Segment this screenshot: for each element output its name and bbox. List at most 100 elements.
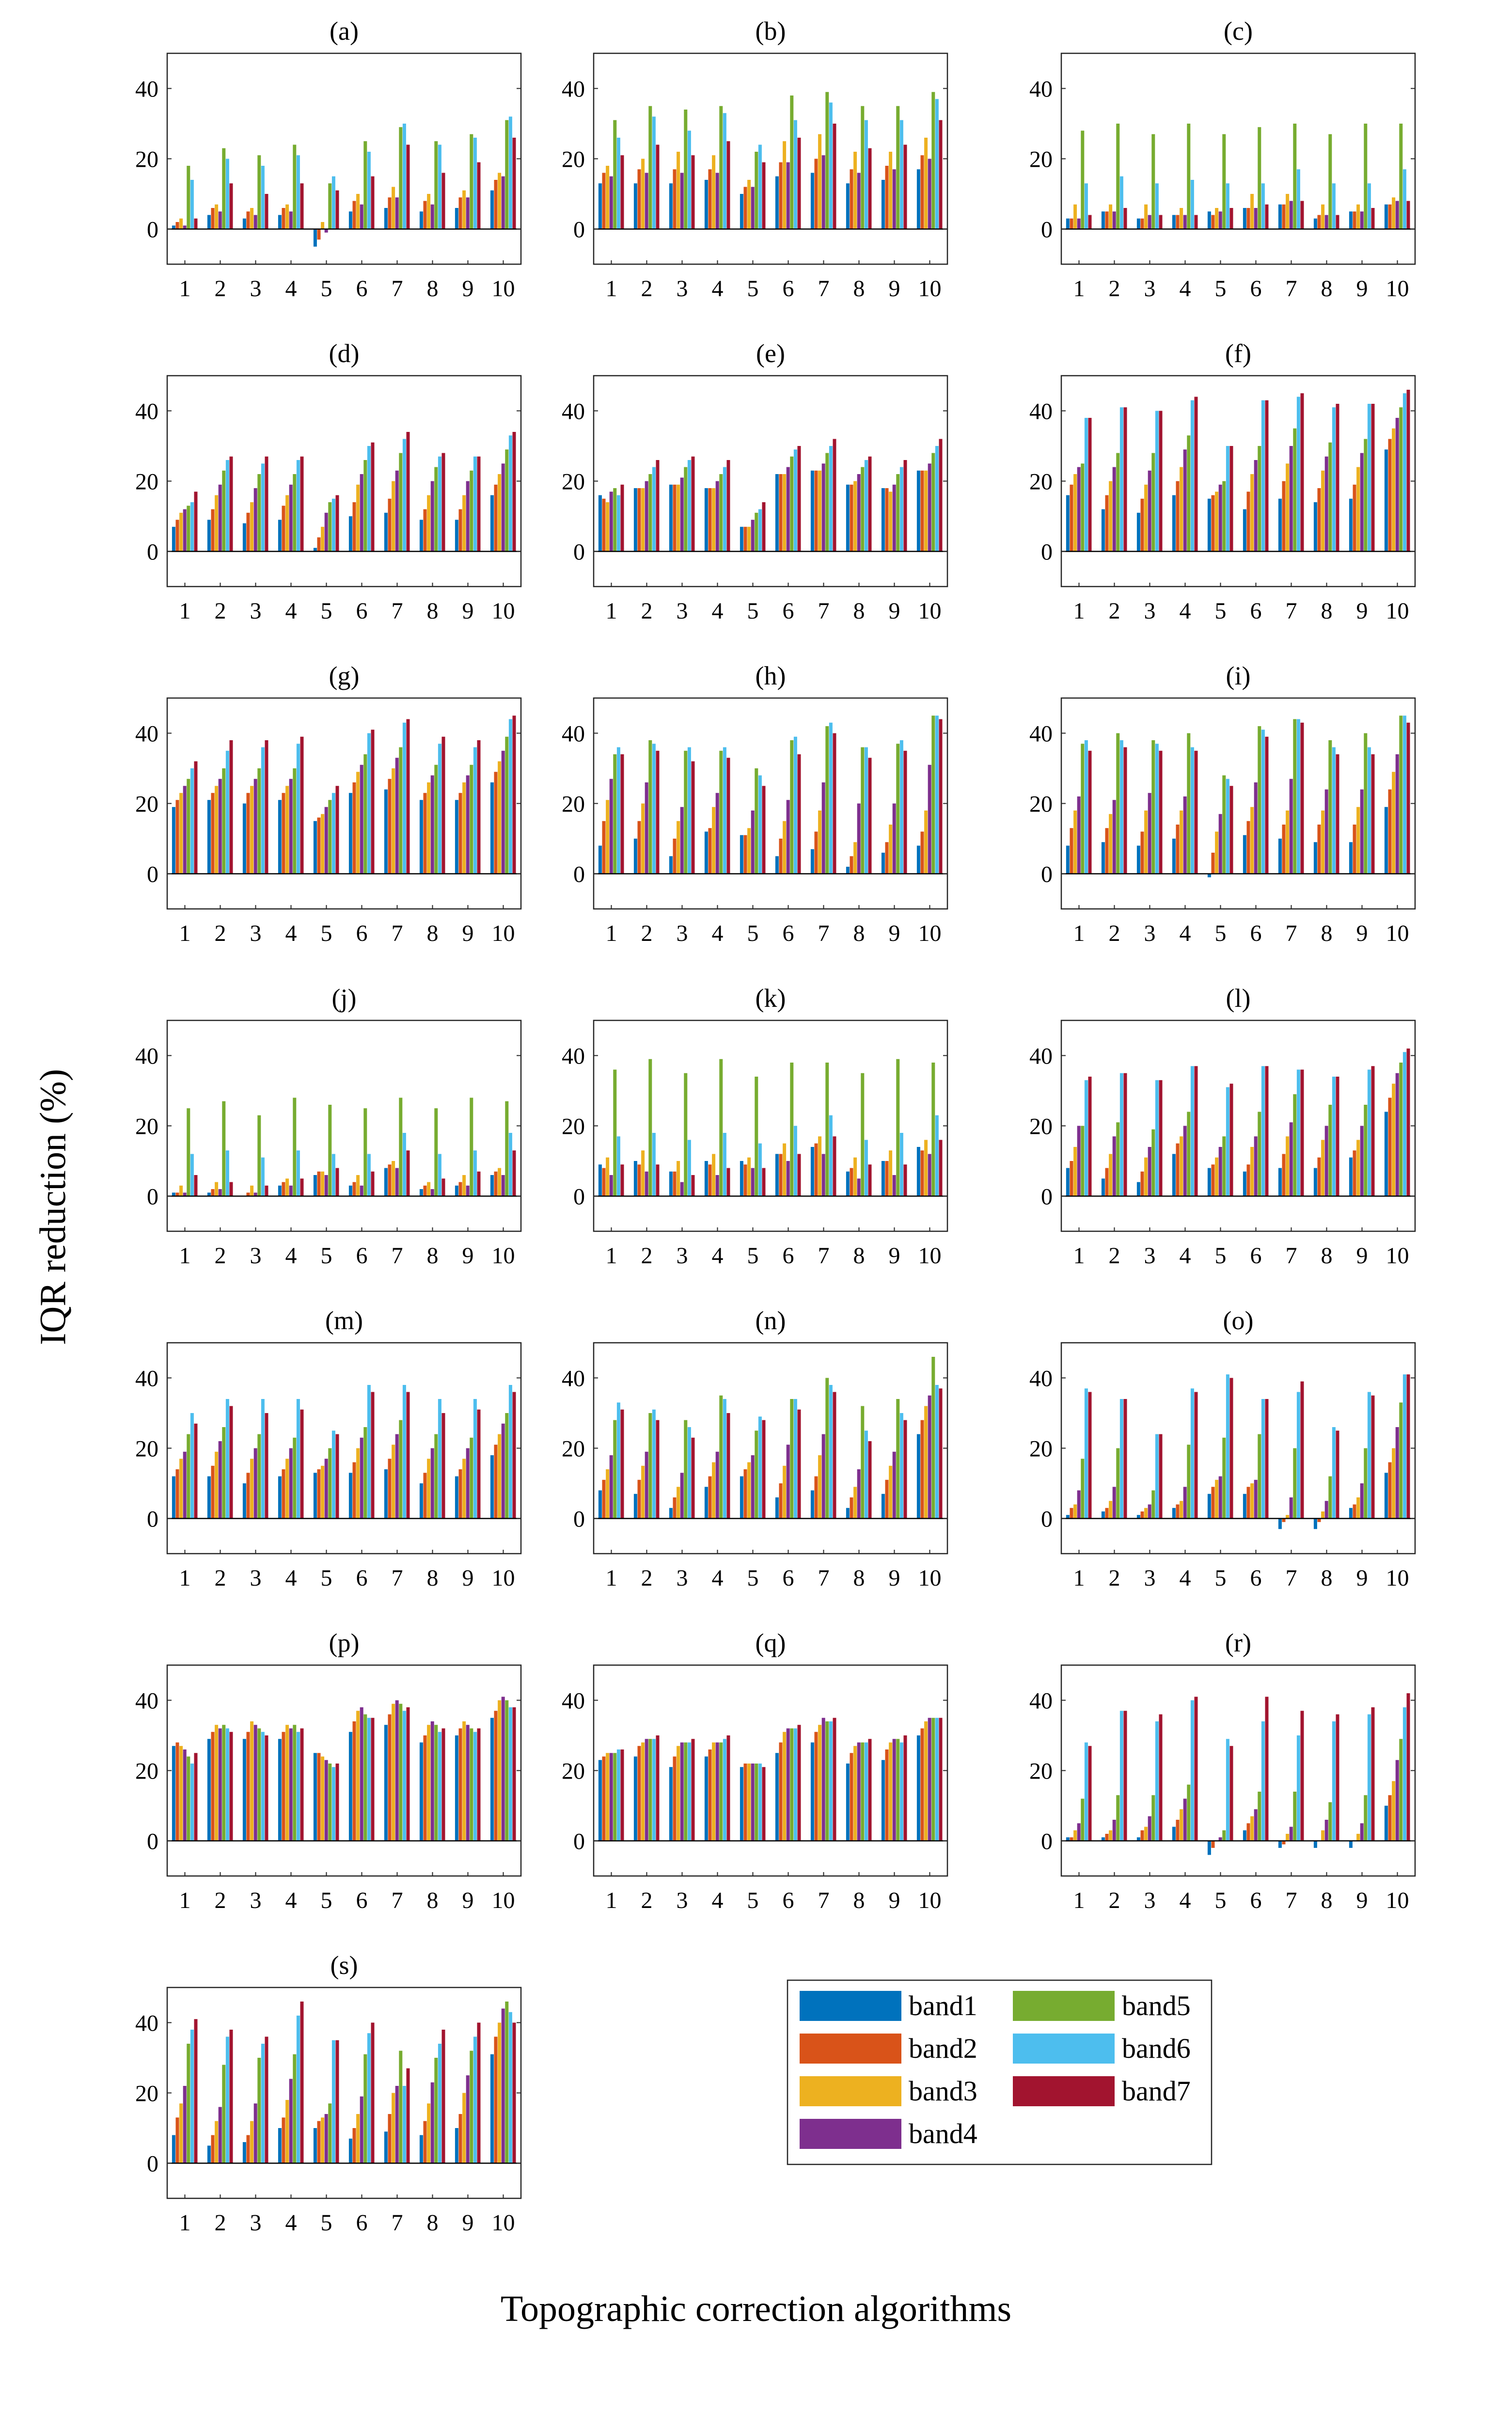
bar bbox=[434, 467, 438, 552]
bar bbox=[1349, 1157, 1353, 1196]
bar bbox=[1215, 1157, 1219, 1196]
bar bbox=[296, 744, 300, 874]
bar bbox=[903, 144, 907, 229]
bar bbox=[892, 1451, 896, 1519]
x-tick-label: 1 bbox=[1073, 921, 1085, 946]
bar bbox=[399, 2050, 403, 2163]
bar bbox=[1066, 1515, 1070, 1519]
bar bbox=[751, 1455, 755, 1519]
bar bbox=[641, 1150, 645, 1196]
bar bbox=[616, 495, 620, 552]
bar bbox=[1172, 1154, 1176, 1196]
x-tick-label: 5 bbox=[747, 921, 759, 946]
bar bbox=[1112, 1136, 1116, 1196]
bar bbox=[1321, 1511, 1325, 1519]
bar bbox=[1218, 211, 1222, 229]
bar bbox=[1105, 211, 1109, 229]
x-tick-label: 10 bbox=[1386, 1243, 1409, 1269]
bar bbox=[427, 782, 431, 874]
bar bbox=[222, 470, 226, 552]
bar bbox=[1194, 1066, 1198, 1196]
bar bbox=[928, 1154, 931, 1196]
bar bbox=[747, 526, 751, 552]
x-tick-label: 2 bbox=[1109, 276, 1120, 302]
bar bbox=[1265, 736, 1269, 874]
bar bbox=[348, 1732, 352, 1841]
bar bbox=[494, 484, 498, 552]
bar bbox=[641, 488, 645, 552]
bar bbox=[1187, 1784, 1191, 1841]
bar bbox=[427, 194, 431, 229]
bar bbox=[1180, 811, 1183, 874]
bar bbox=[762, 502, 766, 552]
bar bbox=[179, 1459, 183, 1519]
bar bbox=[829, 446, 833, 552]
bar bbox=[669, 1508, 673, 1519]
bar bbox=[1328, 442, 1332, 552]
bar bbox=[466, 1725, 470, 1841]
bar bbox=[1229, 1746, 1233, 1841]
bar bbox=[1293, 1094, 1297, 1196]
bar bbox=[818, 1136, 822, 1196]
bar bbox=[1296, 1392, 1300, 1519]
bar bbox=[715, 1175, 719, 1196]
bar bbox=[494, 180, 498, 229]
bar bbox=[889, 825, 893, 874]
bar bbox=[821, 1154, 825, 1196]
bar bbox=[1402, 169, 1406, 229]
bar bbox=[427, 1182, 431, 1196]
bar bbox=[1250, 194, 1254, 229]
bar bbox=[935, 99, 939, 229]
bar bbox=[1300, 1069, 1304, 1196]
bar bbox=[648, 106, 652, 229]
x-tick-label: 2 bbox=[641, 598, 653, 624]
bar bbox=[861, 1406, 865, 1519]
x-tick-label: 5 bbox=[747, 1888, 759, 1913]
x-tick-label: 2 bbox=[215, 1565, 226, 1591]
bar bbox=[1101, 1178, 1105, 1196]
bar bbox=[175, 1192, 179, 1196]
bar bbox=[648, 1413, 652, 1519]
bar bbox=[1265, 1066, 1269, 1196]
bar bbox=[846, 1171, 850, 1196]
bar bbox=[194, 1753, 198, 1841]
bar bbox=[179, 793, 183, 874]
bar bbox=[1286, 463, 1290, 552]
bar bbox=[1282, 1518, 1286, 1522]
bar bbox=[1155, 411, 1159, 552]
legend-label: band5 bbox=[1122, 1990, 1191, 2021]
bar bbox=[388, 1459, 392, 1519]
bar bbox=[261, 166, 265, 229]
bar bbox=[392, 187, 395, 229]
bar bbox=[903, 1164, 907, 1196]
bar bbox=[935, 446, 939, 552]
bar bbox=[924, 470, 928, 552]
bar bbox=[395, 470, 399, 552]
bar bbox=[257, 1434, 261, 1519]
x-tick-label: 6 bbox=[783, 598, 794, 624]
bar bbox=[438, 1154, 441, 1196]
x-tick-label: 1 bbox=[1073, 1243, 1085, 1269]
bar bbox=[1399, 124, 1403, 229]
bar bbox=[490, 190, 494, 229]
bar bbox=[388, 1714, 392, 1841]
bar bbox=[430, 1721, 434, 1841]
bar bbox=[508, 116, 512, 229]
bar bbox=[1140, 1171, 1144, 1196]
bar bbox=[225, 159, 229, 229]
bar bbox=[1070, 1508, 1073, 1519]
bar bbox=[846, 183, 850, 229]
bar bbox=[1088, 1077, 1092, 1196]
bar bbox=[656, 460, 660, 552]
legend-item: band1 bbox=[800, 1990, 977, 2021]
bar bbox=[430, 1448, 434, 1519]
legend-swatch bbox=[1013, 2034, 1115, 2064]
legend-swatch bbox=[800, 2034, 901, 2064]
legend-label: band2 bbox=[909, 2033, 977, 2064]
bar bbox=[1356, 467, 1360, 552]
bar bbox=[1289, 1497, 1293, 1519]
bar bbox=[797, 446, 801, 552]
